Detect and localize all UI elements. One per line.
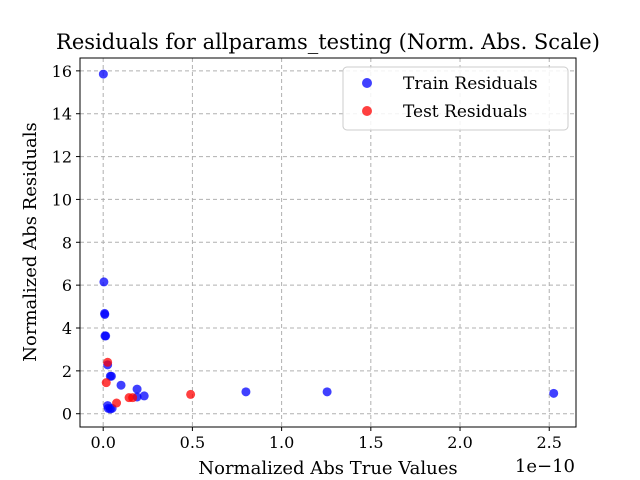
train-residual-point <box>322 387 332 397</box>
y-tick-label: 12 <box>52 148 72 167</box>
legend-marker <box>362 78 372 88</box>
train-residual-point <box>549 388 559 398</box>
train-residual-point <box>99 277 109 287</box>
x-tick-label: 2.5 <box>537 433 562 452</box>
legend: Train Residuals Test Residuals <box>342 66 569 131</box>
train-residual-point <box>106 371 116 381</box>
y-tick-label: 6 <box>62 276 72 295</box>
test-residual-point <box>112 398 122 408</box>
y-axis-label: Normalized Abs Residuals <box>20 122 41 361</box>
test-residual-point <box>101 378 111 388</box>
train-residual-point <box>132 384 142 394</box>
test-residual-point <box>103 357 113 367</box>
y-tick-label: 0 <box>62 405 72 424</box>
legend-box <box>342 66 569 131</box>
scatter-points <box>98 69 559 414</box>
train-residual-point <box>100 310 110 319</box>
chart-title: Residuals for allparams_testing (Norm. A… <box>56 30 600 54</box>
x-axis-ticks: 0.0 0.5 1.0 1.5 2.0 2.5 <box>90 427 562 452</box>
y-axis-ticks: 0 2 4 6 8 10 12 14 16 <box>52 62 80 424</box>
train-residual-point <box>116 380 126 390</box>
x-tick-label: 0.5 <box>180 433 205 452</box>
y-tick-label: 16 <box>52 62 72 81</box>
train-residual-point <box>101 331 111 341</box>
grid-lines <box>80 58 576 427</box>
x-tick-label: 1.0 <box>269 433 294 452</box>
x-tick-label: 1.5 <box>358 433 383 452</box>
x-axis-offset-label: 1e−10 <box>515 456 575 477</box>
y-tick-label: 4 <box>62 319 72 338</box>
x-tick-label: 2.0 <box>447 433 472 452</box>
legend-label: Train Residuals <box>403 74 538 94</box>
legend-marker <box>362 106 372 116</box>
y-tick-label: 10 <box>52 190 72 209</box>
train-residual-point <box>241 387 251 397</box>
x-axis-label: Normalized Abs True Values <box>198 458 457 479</box>
test-residual-point <box>186 389 196 399</box>
train-residual-point <box>98 69 108 79</box>
test-residual-point <box>128 393 138 403</box>
x-tick-label: 0.0 <box>90 433 115 452</box>
y-tick-label: 8 <box>62 233 72 252</box>
train-residual-point <box>139 391 149 401</box>
y-tick-label: 2 <box>62 362 72 381</box>
y-tick-label: 14 <box>52 105 72 124</box>
legend-label: Test Residuals <box>403 102 527 122</box>
